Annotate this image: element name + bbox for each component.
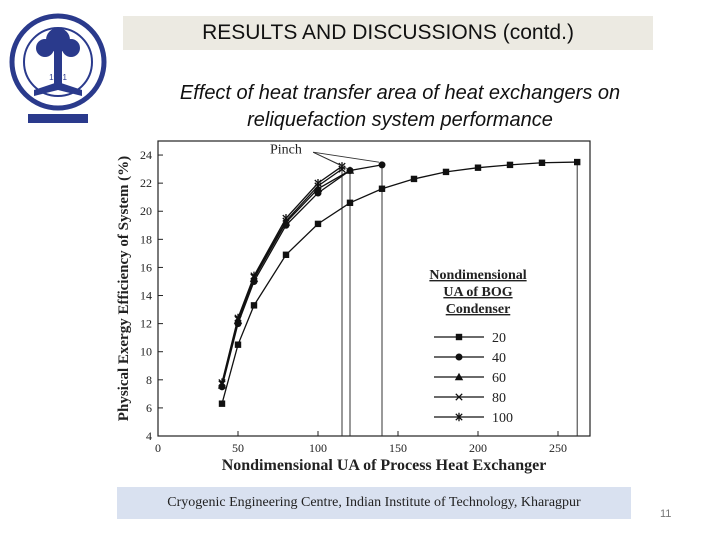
y-tick-label: 16 — [140, 260, 152, 274]
legend-entry-20: 20 — [492, 331, 506, 346]
data-point-square — [250, 302, 258, 309]
x-tick-label: 100 — [309, 441, 327, 455]
exergy-efficiency-chart: 0 50 100 150 200 250 4 6 8 10 12 14 16 18 20 22 24 Nondi… — [108, 133, 595, 477]
data-point-triangle — [313, 184, 323, 192]
y-tick-label: 20 — [140, 204, 152, 218]
y-tick-label: 24 — [140, 148, 152, 162]
iit-kharagpur-seal-icon: 1951 — [9, 13, 107, 123]
data-point-square — [442, 168, 450, 176]
slide-subtitle: Effect of heat transfer area of heat exc… — [110, 80, 690, 134]
data-point-star — [218, 378, 226, 387]
data-point-square — [538, 159, 546, 166]
data-point-circle — [378, 161, 386, 169]
data-point-star — [455, 412, 463, 422]
legend-title-line: Nondimensional — [429, 268, 526, 283]
footer: Cryogenic Engineering Centre, Indian Ins… — [117, 487, 631, 519]
y-tick-label: 4 — [146, 429, 152, 443]
data-point-triangle — [454, 372, 464, 381]
legend-entry-80: 80 — [492, 391, 506, 406]
y-tick-label: 14 — [140, 289, 152, 303]
data-point-square — [474, 164, 482, 171]
footer-text: Cryogenic Engineering Centre, Indian Ins… — [167, 495, 581, 510]
pinch-arrow — [313, 151, 348, 169]
x-axis-label: Nondimensional UA of Process Heat Exchan… — [222, 457, 547, 474]
legend-title-line: UA of BOG — [443, 285, 512, 300]
legend-entry-60: 60 — [492, 371, 506, 386]
data-point-square — [346, 199, 354, 207]
pinch-arrow — [313, 151, 380, 163]
logo-year: 1951 — [49, 73, 67, 82]
x-tick-label: 150 — [389, 441, 407, 455]
subtitle-line-2: reliquefaction system performance — [247, 109, 553, 131]
data-point-circle — [455, 353, 463, 361]
data-point-triangle — [345, 166, 355, 174]
x-tick-label: 0 — [155, 441, 161, 455]
legend-entry-100: 100 — [492, 411, 513, 426]
x-tick-label: 250 — [549, 441, 567, 455]
data-point-square — [314, 220, 322, 228]
data-point-star — [282, 214, 290, 223]
data-point-square — [218, 400, 226, 407]
subtitle-line-1: Effect of heat transfer area of heat exc… — [179, 82, 621, 104]
legend-title-line: Condenser — [446, 302, 511, 317]
y-tick-label: 18 — [140, 232, 152, 246]
data-point-square — [378, 185, 386, 192]
data-point-square — [574, 158, 581, 166]
data-point-square — [506, 161, 514, 169]
data-point-square — [234, 341, 242, 348]
pinch-annotation: Pinch — [270, 143, 302, 158]
data-point-square — [282, 251, 290, 258]
data-point-star — [234, 313, 242, 323]
y-tick-label: 22 — [140, 176, 152, 190]
slide-title: RESULTS AND DISCUSSIONS (contd.) — [123, 16, 653, 50]
y-tick-label: 6 — [146, 401, 152, 415]
data-point-star — [250, 271, 258, 281]
page-number: 11 — [660, 508, 672, 520]
data-point-star — [314, 178, 322, 188]
plot-frame — [157, 140, 591, 437]
x-tick-label: 200 — [469, 441, 487, 455]
slide-title-text: RESULTS AND DISCUSSIONS (contd.) — [202, 21, 574, 44]
data-point-x — [455, 393, 463, 401]
data-point-square — [455, 333, 463, 341]
x-tick-label: 50 — [232, 441, 244, 455]
y-tick-label: 8 — [146, 373, 152, 387]
series-line-100 — [221, 165, 343, 383]
y-axis-label: Physical Exergy Efficiency of System (%) — [116, 156, 132, 421]
y-tick-label: 10 — [140, 345, 152, 359]
data-point-square — [410, 175, 418, 183]
legend-entry-40: 40 — [492, 351, 506, 366]
y-tick-label: 12 — [140, 317, 152, 331]
